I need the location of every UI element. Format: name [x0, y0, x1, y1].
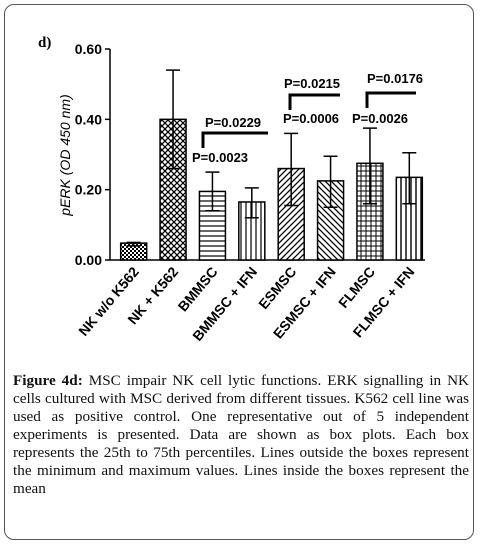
significance-bracket [288, 93, 340, 110]
p-value: P=0.0215 [284, 76, 340, 91]
p-value: P=0.0026 [352, 111, 408, 126]
p-value: P=0.0176 [367, 71, 423, 86]
caption-text: MSC impair NK cell lytic functions. ERK … [13, 372, 470, 497]
y-axis-label: pERK (OD 450 nm) [57, 94, 73, 216]
x-tick-label: NK w/o K562 [75, 263, 142, 338]
y-tick-label: 0.20 [75, 182, 102, 198]
chart: d) pERK (OD 450 nm) 0.00 0.20 0.40 0.60 NK w… [38, 35, 425, 344]
p-value: P=0.0229 [205, 115, 261, 130]
significance-bracket [365, 91, 416, 108]
y-tick-label: 0.40 [75, 111, 102, 127]
p-value: P=0.0023 [192, 150, 248, 165]
caption: Figure 4d: MSC impair NK cell lytic func… [13, 372, 469, 498]
frame [4, 4, 474, 540]
caption-label: Figure 4d: [13, 372, 83, 389]
significance-bracket [201, 131, 268, 148]
y-tick-label: 0.60 [75, 41, 102, 57]
panel-label: d) [38, 35, 51, 51]
y-tick-label: 0.00 [75, 252, 102, 268]
p-value: P=0.0006 [283, 111, 339, 126]
